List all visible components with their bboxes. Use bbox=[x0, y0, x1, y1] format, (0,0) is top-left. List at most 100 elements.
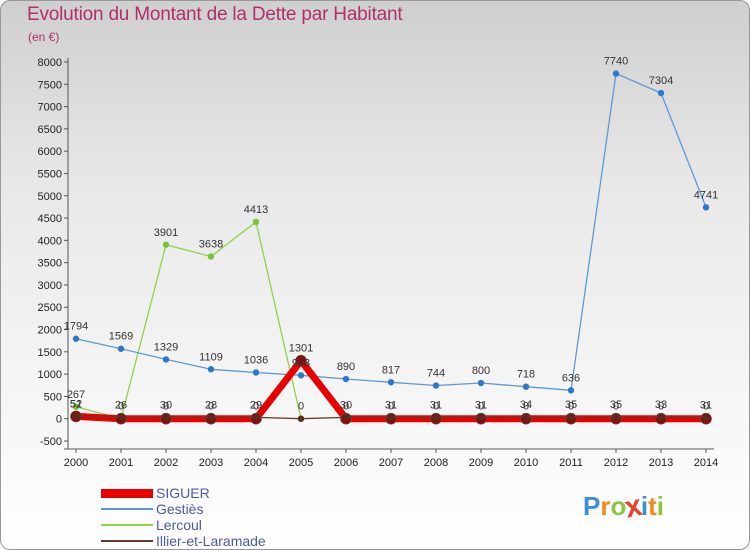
x-tick-label: 2000 bbox=[64, 457, 88, 469]
data-point-illier-et-laramade bbox=[72, 413, 80, 420]
legend-label-illier-et-laramade: Illier-et-Laramade bbox=[156, 533, 266, 549]
data-label-gesti-s: 7740 bbox=[604, 56, 628, 68]
data-point-illier-et-laramade bbox=[252, 414, 260, 421]
data-point-lercoul bbox=[72, 403, 80, 411]
data-label-illier-et-laramade: 30 bbox=[340, 399, 352, 411]
data-point-siguer bbox=[295, 354, 307, 367]
legend-swatch-siguer bbox=[101, 488, 153, 498]
x-tick-label: 2009 bbox=[469, 457, 493, 469]
data-label-siguer: 51 bbox=[70, 398, 82, 410]
data-label-siguer: 0 bbox=[343, 401, 349, 413]
data-label-gesti-s: 1569 bbox=[109, 331, 133, 343]
y-tick-label: 7000 bbox=[38, 102, 62, 114]
data-point-illier-et-laramade bbox=[387, 414, 395, 421]
y-tick-label: 1500 bbox=[38, 347, 62, 359]
data-label-illier-et-laramade: 0 bbox=[298, 401, 304, 413]
legend-label-siguer: SIGUER bbox=[156, 485, 210, 501]
data-label-siguer: 0 bbox=[703, 401, 709, 413]
data-label-illier-et-laramade: 30 bbox=[160, 399, 172, 411]
data-label-gesti-s: 1109 bbox=[199, 351, 223, 363]
data-label-siguer: 0 bbox=[208, 401, 214, 413]
data-point-illier-et-laramade bbox=[477, 414, 485, 421]
y-tick-label: 500 bbox=[44, 391, 62, 403]
data-point-illier-et-laramade bbox=[207, 414, 215, 421]
data-point-gesti-s bbox=[432, 382, 440, 389]
data-label-gesti-s: 800 bbox=[472, 365, 490, 377]
data-label-lercoul: 3901 bbox=[154, 227, 178, 239]
data-label-siguer: 0 bbox=[118, 401, 124, 413]
data-label-gesti-s: 1794 bbox=[64, 321, 88, 333]
data-point-illier-et-laramade bbox=[522, 413, 530, 421]
x-tick-label: 2012 bbox=[604, 457, 628, 469]
legend-swatch-illier-et-laramade bbox=[101, 540, 153, 542]
y-tick-label: 2000 bbox=[38, 325, 62, 337]
data-point-gesti-s bbox=[657, 89, 665, 97]
data-label-siguer: 0 bbox=[253, 401, 259, 413]
chart-subtitle: (en €) bbox=[28, 30, 60, 44]
data-label-siguer: 0 bbox=[433, 401, 439, 413]
x-tick-label: 2010 bbox=[514, 457, 538, 469]
data-label-illier-et-laramade: 29 bbox=[250, 399, 262, 411]
logo-letter: r bbox=[600, 491, 611, 521]
x-tick-label: 2004 bbox=[244, 457, 268, 469]
data-point-illier-et-laramade bbox=[297, 415, 305, 422]
data-point-illier-et-laramade bbox=[567, 413, 575, 421]
y-tick-label: 0 bbox=[56, 414, 62, 426]
legend-swatch-lercoul bbox=[101, 524, 153, 526]
logo-letter: i bbox=[656, 491, 664, 521]
data-point-gesti-s bbox=[612, 70, 620, 77]
x-tick-label: 2013 bbox=[649, 457, 673, 469]
y-tick-label: 7500 bbox=[38, 79, 62, 91]
data-label-gesti-s: 7304 bbox=[649, 75, 673, 87]
data-label-siguer: 1301 bbox=[289, 343, 313, 355]
data-label-gesti-s: 636 bbox=[562, 372, 580, 384]
data-label-gesti-s: 1329 bbox=[154, 341, 178, 353]
logo-letter: t bbox=[648, 491, 657, 521]
data-point-gesti-s bbox=[522, 383, 530, 390]
data-label-illier-et-laramade: 31 bbox=[385, 399, 397, 411]
x-tick-label: 2006 bbox=[334, 457, 358, 469]
y-tick-label: -500 bbox=[40, 436, 62, 448]
y-tick-label: 6000 bbox=[38, 146, 62, 158]
data-label-gesti-s: 4741 bbox=[694, 189, 718, 201]
legend-item-siguer: SIGUER bbox=[101, 485, 351, 501]
data-point-gesti-s bbox=[162, 356, 170, 363]
y-tick-label: 4500 bbox=[38, 213, 62, 225]
data-point-gesti-s bbox=[207, 366, 215, 373]
chart-title: Evolution du Montant de la Dette par Hab… bbox=[27, 4, 403, 25]
data-point-illier-et-laramade bbox=[342, 414, 350, 421]
y-tick-label: 4000 bbox=[38, 235, 62, 247]
data-label-siguer: 0 bbox=[478, 401, 484, 413]
legend: SIGUER Gestiès Lercoul Illier-et-Laramade bbox=[101, 485, 351, 549]
x-tick-label: 2008 bbox=[424, 457, 448, 469]
data-point-gesti-s bbox=[387, 379, 395, 386]
data-label-gesti-s: 973 bbox=[292, 357, 310, 369]
data-label-lercoul: 267 bbox=[67, 389, 85, 401]
data-label-siguer: 0 bbox=[163, 401, 169, 413]
data-label-gesti-s: 1036 bbox=[244, 355, 268, 367]
y-tick-label: 5500 bbox=[38, 168, 62, 180]
data-point-illier-et-laramade bbox=[657, 414, 665, 421]
data-label-illier-et-laramade: 26 bbox=[115, 400, 127, 412]
data-label-siguer: 0 bbox=[658, 401, 664, 413]
data-point-gesti-s bbox=[342, 375, 350, 383]
data-label-illier-et-laramade: 52 bbox=[70, 398, 82, 410]
logo-letter: o bbox=[610, 491, 627, 521]
data-label-siguer: 0 bbox=[388, 401, 394, 413]
data-point-gesti-s bbox=[297, 372, 305, 379]
y-tick-label: 2500 bbox=[38, 302, 62, 314]
data-label-gesti-s: 718 bbox=[517, 369, 535, 381]
legend-item-illier-et-laramade: Illier-et-Laramade bbox=[101, 533, 351, 549]
x-tick-label: 2014 bbox=[694, 457, 718, 469]
data-point-illier-et-laramade bbox=[612, 413, 620, 421]
data-label-illier-et-laramade: 35 bbox=[610, 399, 622, 411]
data-label-siguer: 0 bbox=[613, 401, 619, 413]
data-point-gesti-s bbox=[702, 204, 710, 211]
data-label-illier-et-laramade: 31 bbox=[700, 399, 712, 411]
data-label-illier-et-laramade: 33 bbox=[655, 399, 667, 411]
legend-label-lercoul: Lercoul bbox=[156, 517, 202, 533]
data-label-illier-et-laramade: 35 bbox=[565, 399, 577, 411]
data-point-lercoul bbox=[207, 253, 215, 260]
